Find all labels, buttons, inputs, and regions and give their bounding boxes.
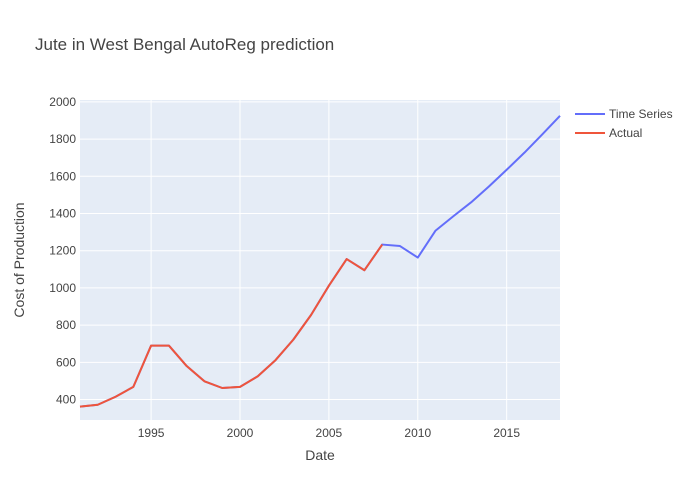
x-tick-label: 1995 [138, 426, 165, 440]
x-tick-label: 2010 [404, 426, 431, 440]
y-tick-label: 1800 [49, 132, 76, 146]
legend-item-actual[interactable]: Actual [575, 126, 642, 140]
y-tick-label: 1600 [49, 169, 76, 183]
chart-title: Jute in West Bengal AutoReg prediction [35, 35, 334, 54]
tick-labels: 400 600 800 1000 1200 1400 1600 1800 2000 1995 200… [49, 95, 520, 440]
legend-label: Time Series [609, 107, 673, 121]
legend-label: Actual [609, 126, 642, 140]
legend[interactable]: Time Series Actual [575, 107, 673, 140]
x-tick-label: 2015 [493, 426, 520, 440]
y-tick-label: 1400 [49, 206, 76, 220]
y-axis-title: Cost of Production [11, 202, 27, 317]
x-axis-title: Date [305, 447, 335, 463]
y-tick-label: 600 [56, 355, 76, 369]
y-tick-label: 800 [56, 318, 76, 332]
y-tick-label: 400 [56, 393, 76, 407]
plot-area [80, 100, 560, 420]
legend-item-time-series[interactable]: Time Series [575, 107, 673, 121]
grid-lines [80, 100, 560, 420]
y-tick-label: 1200 [49, 244, 76, 258]
y-tick-label: 2000 [49, 95, 76, 109]
series-line-actual[interactable] [79, 243, 384, 408]
x-tick-label: 2005 [316, 426, 343, 440]
x-tick-label: 2000 [227, 426, 254, 440]
series-lines [79, 115, 561, 408]
y-tick-label: 1000 [49, 281, 76, 295]
